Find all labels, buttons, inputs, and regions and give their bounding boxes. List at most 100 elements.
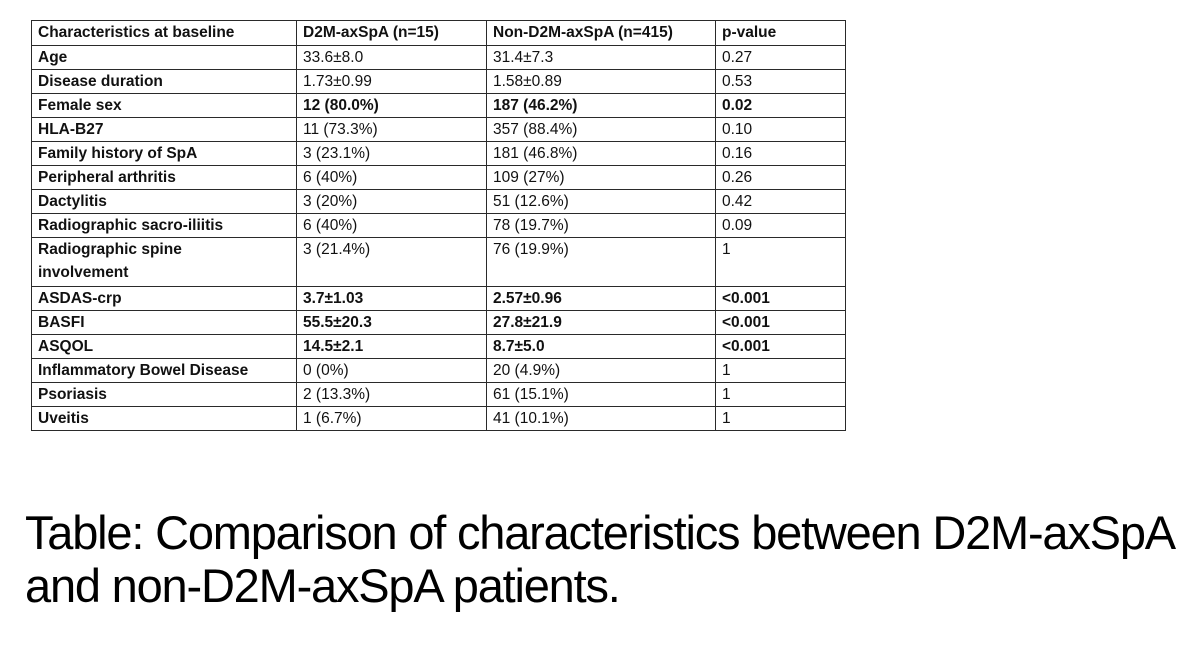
cell-text: 0.10 — [722, 121, 753, 138]
p-value-cell: 1 — [715, 406, 846, 431]
cell-text: Dactylitis — [38, 193, 107, 210]
p-value-cell: 0.53 — [715, 69, 846, 94]
comparison-table: Characteristics at baseline D2M-axSpA (n… — [31, 20, 846, 431]
row-label-cell: Female sex — [31, 93, 297, 118]
non-d2m-value-cell: 51 (12.6%) — [486, 189, 716, 214]
table-row: Uveitis 1 (6.7%) 41 (10.1%) 1 — [31, 406, 846, 431]
cell-text: Family history of SpA — [38, 145, 198, 162]
p-value-cell: <0.001 — [715, 286, 846, 311]
non-d2m-value-cell: 2.57±0.96 — [486, 286, 716, 311]
table-row: BASFI 55.5±20.3 27.8±21.9 <0.001 — [31, 310, 846, 335]
cell-text: <0.001 — [722, 338, 770, 355]
table-row: Age 33.6±8.0 31.4±7.3 0.27 — [31, 45, 846, 70]
cell-text: 31.4±7.3 — [493, 49, 554, 66]
cell-text: 3.7±1.03 — [303, 290, 364, 307]
cell-text: <0.001 — [722, 314, 770, 331]
comparison-table-container: Characteristics at baseline D2M-axSpA (n… — [31, 20, 846, 431]
d2m-value-cell: 33.6±8.0 — [296, 45, 487, 70]
cell-text: 76 (19.9%) — [493, 241, 569, 258]
table-row: ASDAS-crp 3.7±1.03 2.57±0.96 <0.001 — [31, 286, 846, 311]
row-label-cell: ASDAS-crp — [31, 286, 297, 311]
cell-text: 3 (20%) — [303, 193, 358, 210]
row-label-cell: Radiographic sacro-iliitis — [31, 213, 297, 238]
cell-text: 12 (80.0%) — [303, 97, 379, 114]
cell-text: 11 (73.3%) — [303, 121, 378, 138]
table-row: Radiographic spine involvement 3 (21.4%) 7… — [31, 237, 846, 287]
d2m-value-cell: 55.5±20.3 — [296, 310, 487, 335]
cell-text: Uveitis — [38, 410, 89, 427]
p-value-cell: 0.02 — [715, 93, 846, 118]
cell-text: 1 — [722, 362, 731, 379]
d2m-value-cell: 6 (40%) — [296, 165, 487, 190]
p-value-cell: <0.001 — [715, 334, 846, 359]
cell-text: 1 — [722, 241, 731, 258]
cell-text: 51 (12.6%) — [493, 193, 569, 210]
row-label-cell: HLA-B27 — [31, 117, 297, 142]
p-value-cell: 1 — [715, 358, 846, 383]
table-header-row: Characteristics at baseline D2M-axSpA (n… — [31, 20, 846, 46]
cell-text: Radiographic sacro-iliitis — [38, 217, 224, 234]
cell-text: Peripheral arthritis — [38, 169, 176, 186]
d2m-value-cell: 1 (6.7%) — [296, 406, 487, 431]
col-header-non-d2m: Non-D2M-axSpA (n=415) — [486, 20, 716, 46]
cell-text: 1 (6.7%) — [303, 410, 362, 427]
cell-text: 33.6±8.0 — [303, 49, 364, 66]
cell-text: 8.7±5.0 — [493, 338, 545, 355]
row-label-cell: Psoriasis — [31, 382, 297, 407]
cell-text: 1 — [722, 386, 731, 403]
row-label-cell: Dactylitis — [31, 189, 297, 214]
cell-text: BASFI — [38, 314, 85, 331]
non-d2m-value-cell: 109 (27%) — [486, 165, 716, 190]
cell-text: Radiographic spine involvement — [38, 241, 182, 281]
row-label-cell: Uveitis — [31, 406, 297, 431]
p-value-cell: 0.27 — [715, 45, 846, 70]
d2m-value-cell: 3.7±1.03 — [296, 286, 487, 311]
p-value-cell: <0.001 — [715, 310, 846, 335]
table-row: Family history of SpA 3 (23.1%) 181 (46.8%… — [31, 141, 846, 166]
cell-text: 20 (4.9%) — [493, 362, 561, 379]
cell-text: 0 (0%) — [303, 362, 349, 379]
non-d2m-value-cell: 61 (15.1%) — [486, 382, 716, 407]
cell-text: ASQOL — [38, 338, 94, 355]
cell-text: 0.16 — [722, 145, 753, 162]
cell-text: 1.73±0.99 — [303, 73, 372, 90]
row-label-cell: Family history of SpA — [31, 141, 297, 166]
cell-text: Age — [38, 49, 68, 66]
row-label-cell: Disease duration — [31, 69, 297, 94]
cell-text: 41 (10.1%) — [493, 410, 569, 427]
cell-text: <0.001 — [722, 290, 770, 307]
cell-text: 6 (40%) — [303, 217, 358, 234]
cell-text: 0.09 — [722, 217, 753, 234]
table-row: Psoriasis 2 (13.3%) 61 (15.1%) 1 — [31, 382, 846, 407]
cell-text: 2.57±0.96 — [493, 290, 562, 307]
non-d2m-value-cell: 357 (88.4%) — [486, 117, 716, 142]
cell-text: HLA-B27 — [38, 121, 104, 138]
cell-text: 3 (23.1%) — [303, 145, 371, 162]
table-row: Disease duration 1.73±0.99 1.58±0.89 0.53 — [31, 69, 846, 94]
non-d2m-value-cell: 31.4±7.3 — [486, 45, 716, 70]
p-value-cell: 0.42 — [715, 189, 846, 214]
table-row: Peripheral arthritis 6 (40%) 109 (27%) 0.26 — [31, 165, 846, 190]
cell-text: 14.5±2.1 — [303, 338, 364, 355]
cell-text: 357 (88.4%) — [493, 121, 578, 138]
row-label-cell: ASQOL — [31, 334, 297, 359]
cell-text: Inflammatory Bowel Disease — [38, 362, 249, 379]
cell-text: 1.58±0.89 — [493, 73, 562, 90]
table-row: ASQOL 14.5±2.1 8.7±5.0 <0.001 — [31, 334, 846, 359]
row-label-cell: Inflammatory Bowel Disease — [31, 358, 297, 383]
non-d2m-value-cell: 1.58±0.89 — [486, 69, 716, 94]
cell-text: 55.5±20.3 — [303, 314, 372, 331]
cell-text: 27.8±21.9 — [493, 314, 562, 331]
non-d2m-value-cell: 20 (4.9%) — [486, 358, 716, 383]
cell-text: ASDAS-crp — [38, 290, 122, 307]
row-label-cell: Peripheral arthritis — [31, 165, 297, 190]
cell-text: 1 — [722, 410, 731, 427]
cell-text: 0.27 — [722, 49, 753, 66]
cell-text: 0.02 — [722, 97, 753, 114]
table-caption: Table: Comparison of characteristics bet… — [25, 506, 1174, 613]
row-label-cell: Radiographic spine involvement — [31, 237, 297, 287]
cell-text: Female sex — [38, 97, 122, 114]
d2m-value-cell: 2 (13.3%) — [296, 382, 487, 407]
cell-text: 3 (21.4%) — [303, 241, 371, 258]
